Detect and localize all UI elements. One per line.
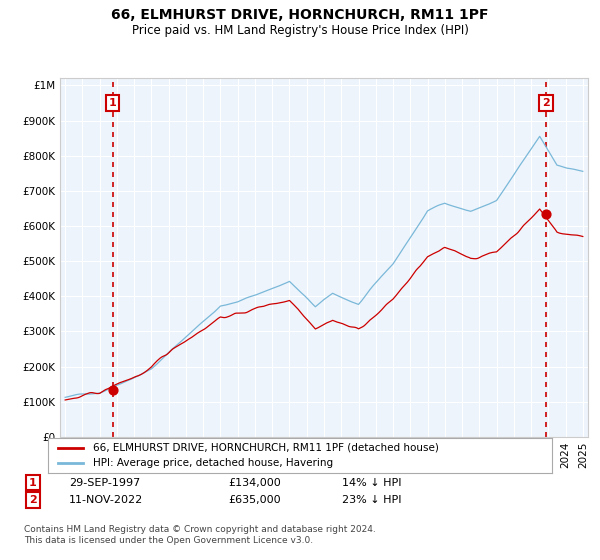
Text: 14% ↓ HPI: 14% ↓ HPI xyxy=(342,478,401,488)
Text: 66, ELMHURST DRIVE, HORNCHURCH, RM11 1PF: 66, ELMHURST DRIVE, HORNCHURCH, RM11 1PF xyxy=(111,8,489,22)
Text: 23% ↓ HPI: 23% ↓ HPI xyxy=(342,495,401,505)
Text: 1: 1 xyxy=(109,98,116,108)
Text: HPI: Average price, detached house, Havering: HPI: Average price, detached house, Have… xyxy=(94,458,334,468)
Text: 66, ELMHURST DRIVE, HORNCHURCH, RM11 1PF (detached house): 66, ELMHURST DRIVE, HORNCHURCH, RM11 1PF… xyxy=(94,443,439,453)
Text: £134,000: £134,000 xyxy=(228,478,281,488)
Text: 1: 1 xyxy=(29,478,37,488)
Point xyxy=(108,385,118,394)
Point xyxy=(541,209,551,218)
Text: Price paid vs. HM Land Registry's House Price Index (HPI): Price paid vs. HM Land Registry's House … xyxy=(131,24,469,36)
Text: 2: 2 xyxy=(29,495,37,505)
Text: £635,000: £635,000 xyxy=(228,495,281,505)
Text: 29-SEP-1997: 29-SEP-1997 xyxy=(69,478,140,488)
Text: 11-NOV-2022: 11-NOV-2022 xyxy=(69,495,143,505)
Text: Contains HM Land Registry data © Crown copyright and database right 2024.
This d: Contains HM Land Registry data © Crown c… xyxy=(24,525,376,545)
Text: 2: 2 xyxy=(542,98,550,108)
